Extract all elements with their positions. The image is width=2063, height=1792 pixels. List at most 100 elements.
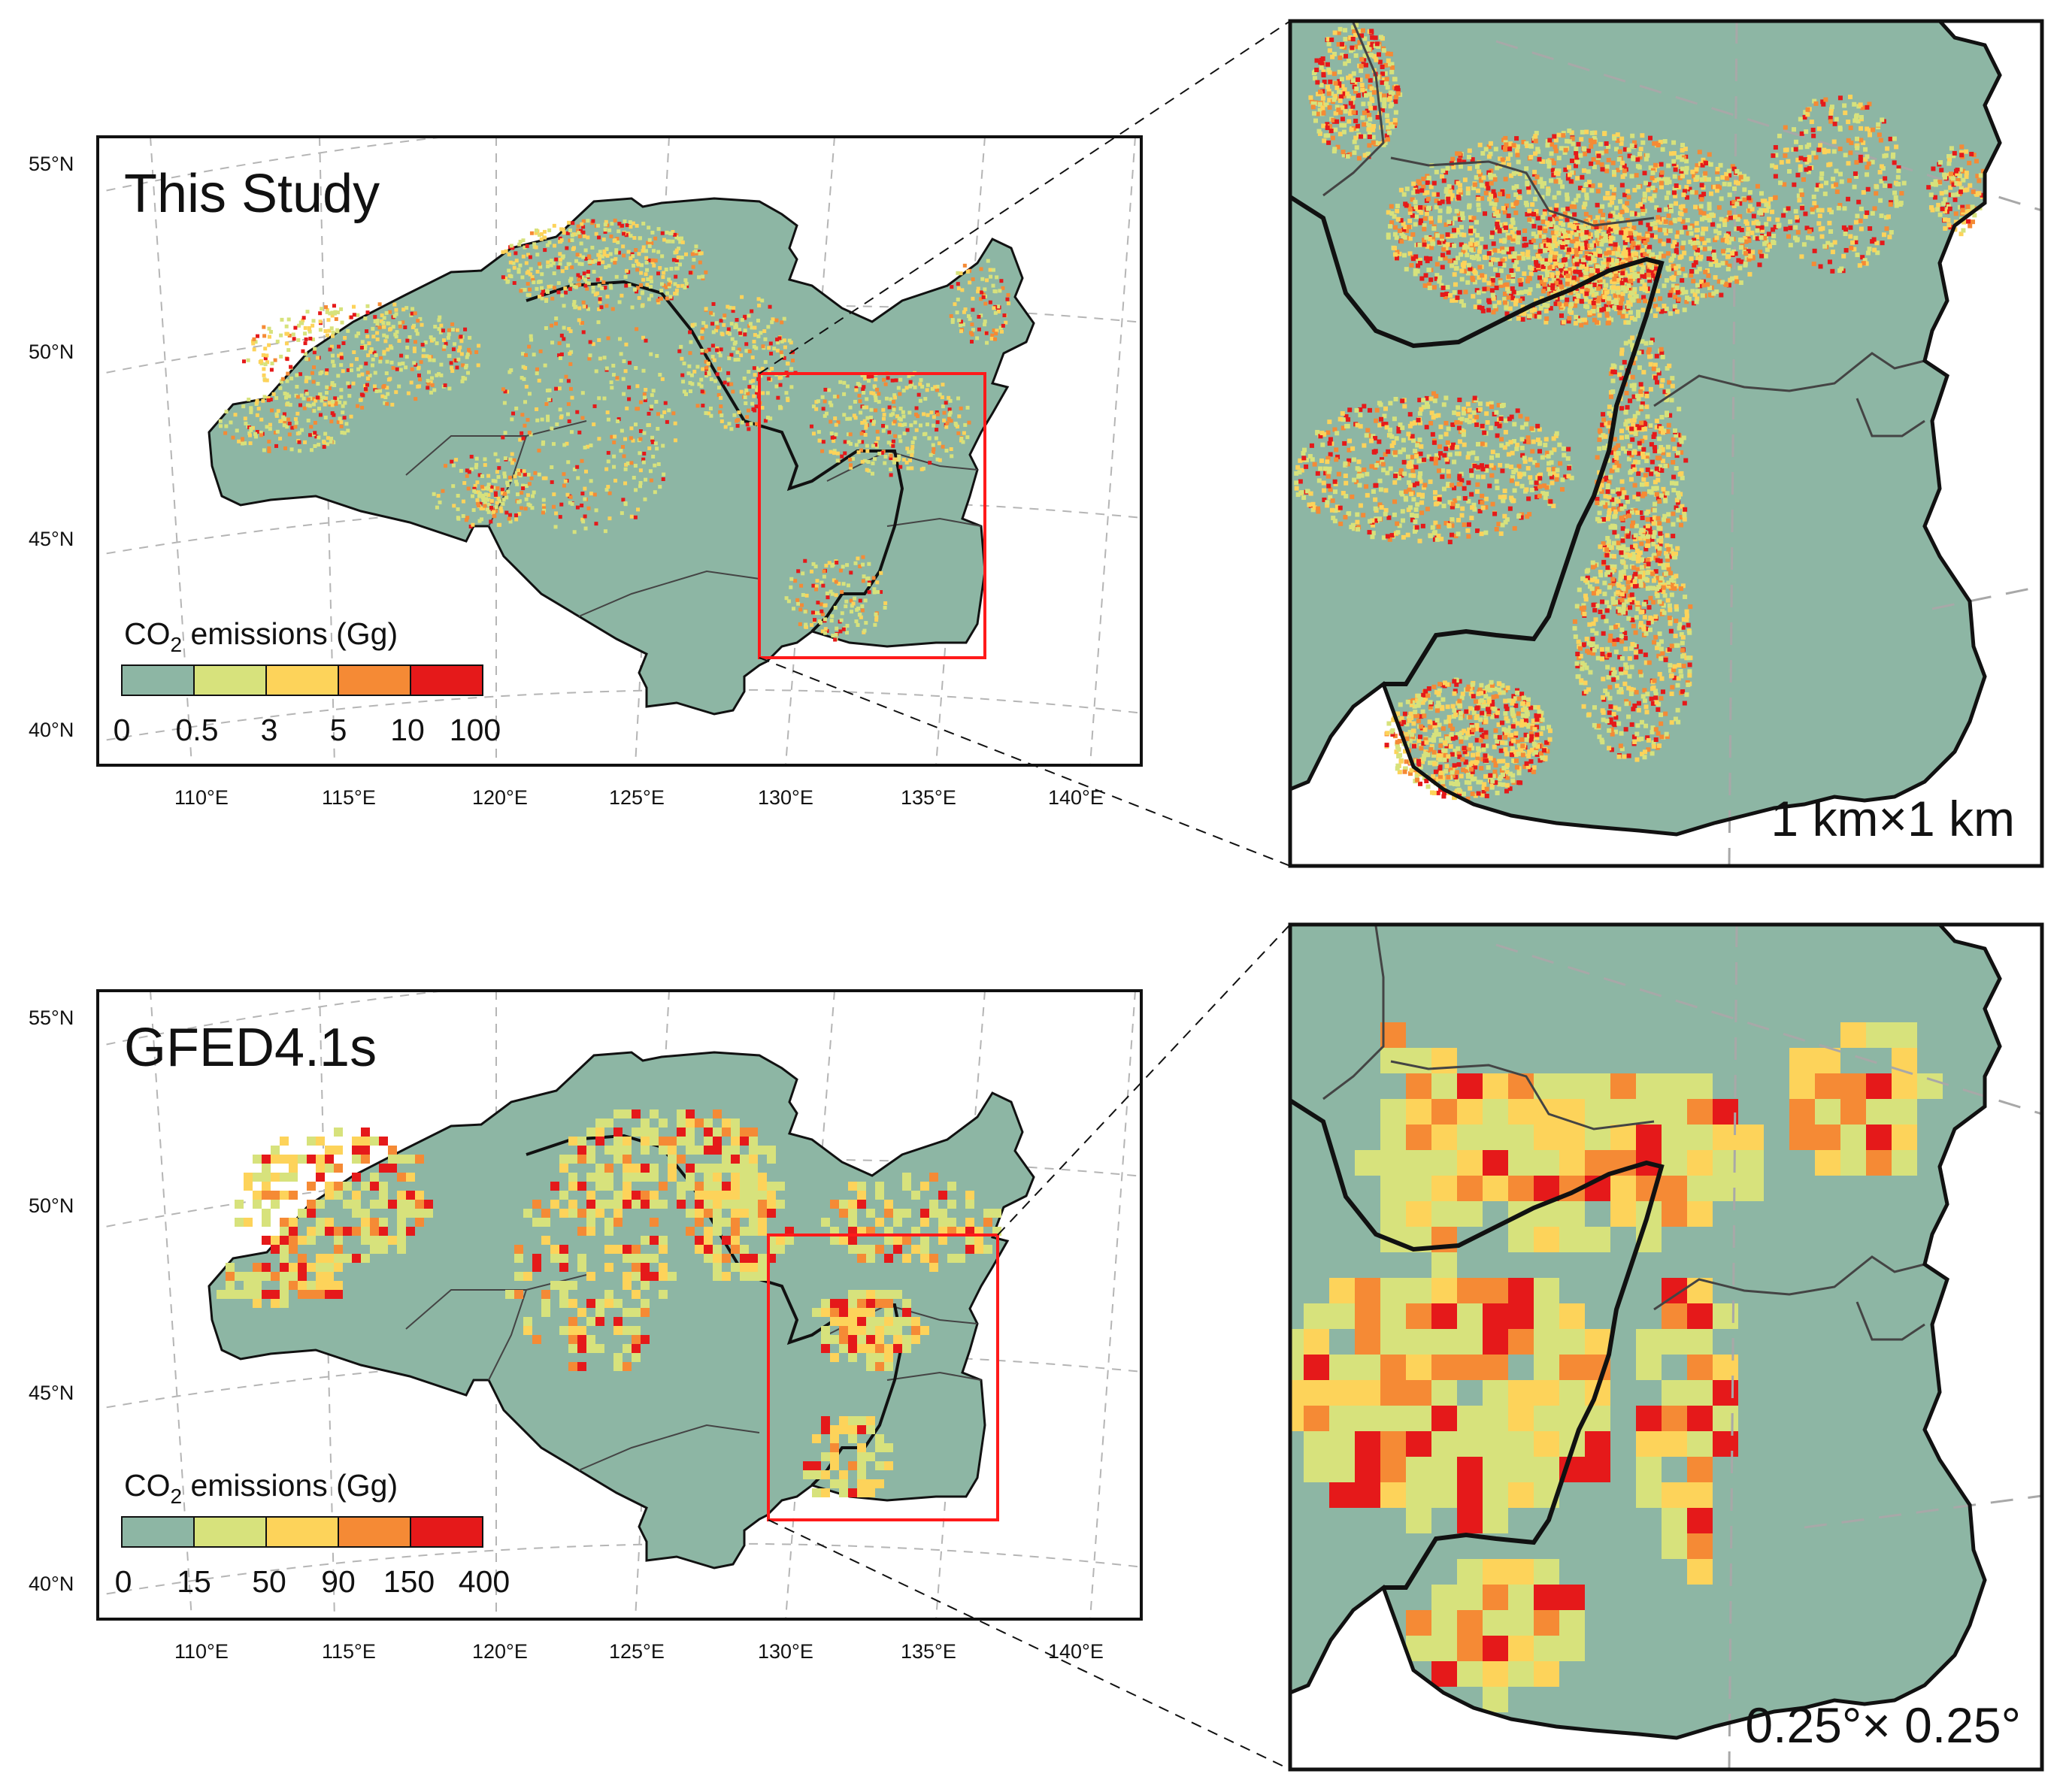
- emission-pixel: [950, 285, 954, 289]
- emission-pixel: [661, 443, 665, 448]
- emission-pixel: [577, 262, 582, 266]
- emission-pixel: [1642, 198, 1647, 203]
- emission-pixel: [1674, 164, 1679, 169]
- emission-pixel: [344, 422, 349, 426]
- emission-pixel: [1419, 510, 1425, 516]
- emission-pixel: [1580, 233, 1585, 238]
- emission-pixel: [339, 356, 344, 360]
- emission-pixel: [295, 395, 300, 399]
- emission-pixel: [1568, 179, 1574, 184]
- emission-pixel: [1722, 218, 1727, 223]
- emission-pixel: [1555, 473, 1560, 478]
- emission-pixel: [244, 421, 248, 425]
- emission-pixel: [1436, 468, 1441, 474]
- emission-pixel: [1465, 280, 1471, 285]
- emission-pixel: [629, 256, 633, 260]
- emission-pixel: [1358, 503, 1363, 508]
- emission-pixel: [1401, 447, 1407, 453]
- emission-pixel: [856, 450, 861, 455]
- emission-pixel: [327, 328, 332, 333]
- emission-pixel: [467, 470, 471, 474]
- emission-pixel: [223, 431, 228, 435]
- emission-pixel: [1343, 61, 1348, 66]
- emission-pixel: [1531, 313, 1537, 318]
- emission-pixel: [218, 419, 223, 423]
- emission-pixel: [989, 337, 994, 341]
- emission-pixel: [1531, 172, 1537, 177]
- emission-pixel: [386, 321, 390, 325]
- emission-pixel: [898, 439, 903, 443]
- emission-pixel: [935, 457, 940, 462]
- emission-pixel: [1374, 41, 1380, 47]
- emission-pixel: [1437, 495, 1442, 500]
- emission-pixel: [1558, 461, 1563, 466]
- emission-pixel: [1747, 207, 1752, 213]
- emission-pixel: [662, 238, 667, 242]
- emission-pixel: [572, 530, 577, 534]
- emission-pixel: [1500, 468, 1505, 474]
- emission-pixel: [477, 492, 482, 496]
- emission-pixel: [1527, 313, 1532, 319]
- emission-pixel: [1629, 174, 1634, 179]
- emission-pixel: [699, 251, 704, 256]
- emission-pixel: [1489, 201, 1494, 206]
- emission-pixel: [1434, 204, 1439, 210]
- emission-pixel: [1716, 223, 1722, 229]
- emission-pixel: [1317, 131, 1322, 136]
- emission-pixel: [340, 320, 344, 325]
- emission-pixel: [1333, 80, 1338, 86]
- emission-pixel: [1001, 286, 1005, 290]
- emission-pixel: [1359, 68, 1364, 74]
- emission-pixel: [732, 413, 737, 417]
- emission-pixel: [1650, 256, 1656, 261]
- emission-pixel: [501, 501, 505, 506]
- emission-pixel: [584, 469, 589, 474]
- emission-pixel: [1380, 71, 1386, 77]
- emission-pixel: [365, 329, 369, 334]
- emission-pixel: [224, 410, 229, 414]
- emission-pixel: [605, 295, 610, 299]
- emission-pixel: [1445, 459, 1450, 465]
- emission-pixel: [832, 451, 837, 456]
- emission-pixel: [737, 410, 741, 415]
- emission-pixel: [1334, 457, 1339, 462]
- emission-pixel: [829, 450, 833, 454]
- emission-pixel: [1531, 238, 1536, 243]
- emission-pixel: [1485, 181, 1490, 186]
- emission-pixel: [1350, 78, 1356, 83]
- emission-pixel: [1694, 221, 1699, 226]
- emission-pixel: [1372, 105, 1377, 110]
- emission-pixel: [1492, 177, 1498, 182]
- emission-pixel: [1653, 162, 1659, 168]
- emission-pixel: [1689, 273, 1694, 278]
- emission-pixel: [1415, 206, 1420, 211]
- emission-pixel: [1547, 216, 1553, 222]
- emission-pixel: [1534, 131, 1539, 136]
- emission-pixel: [1621, 309, 1626, 314]
- emission-pixel: [531, 277, 535, 282]
- emission-pixel: [731, 347, 735, 351]
- emission-pixel: [401, 307, 406, 312]
- emission-pixel: [391, 325, 395, 329]
- emission-pixel: [467, 347, 471, 352]
- emission-pixel: [447, 354, 451, 359]
- emission-pixel: [248, 441, 253, 446]
- emission-pixel: [255, 398, 259, 403]
- emission-pixel: [1560, 477, 1565, 483]
- emission-pixel: [1595, 160, 1601, 165]
- emission-pixel: [1731, 166, 1737, 171]
- emission-pixel: [804, 622, 808, 627]
- emission-pixel: [898, 417, 903, 422]
- emission-pixel: [275, 429, 280, 434]
- emission-pixel: [680, 256, 684, 260]
- emission-pixel: [902, 431, 907, 436]
- emission-pixel: [1637, 155, 1643, 160]
- emission-pixel: [1722, 181, 1727, 186]
- emission-pixel: [1686, 231, 1691, 236]
- emission-pixel: [1327, 440, 1332, 446]
- emission-pixel: [1673, 288, 1678, 293]
- emission-pixel: [1503, 225, 1508, 230]
- emission-pixel: [1437, 201, 1442, 206]
- emission-pixel: [1494, 410, 1499, 415]
